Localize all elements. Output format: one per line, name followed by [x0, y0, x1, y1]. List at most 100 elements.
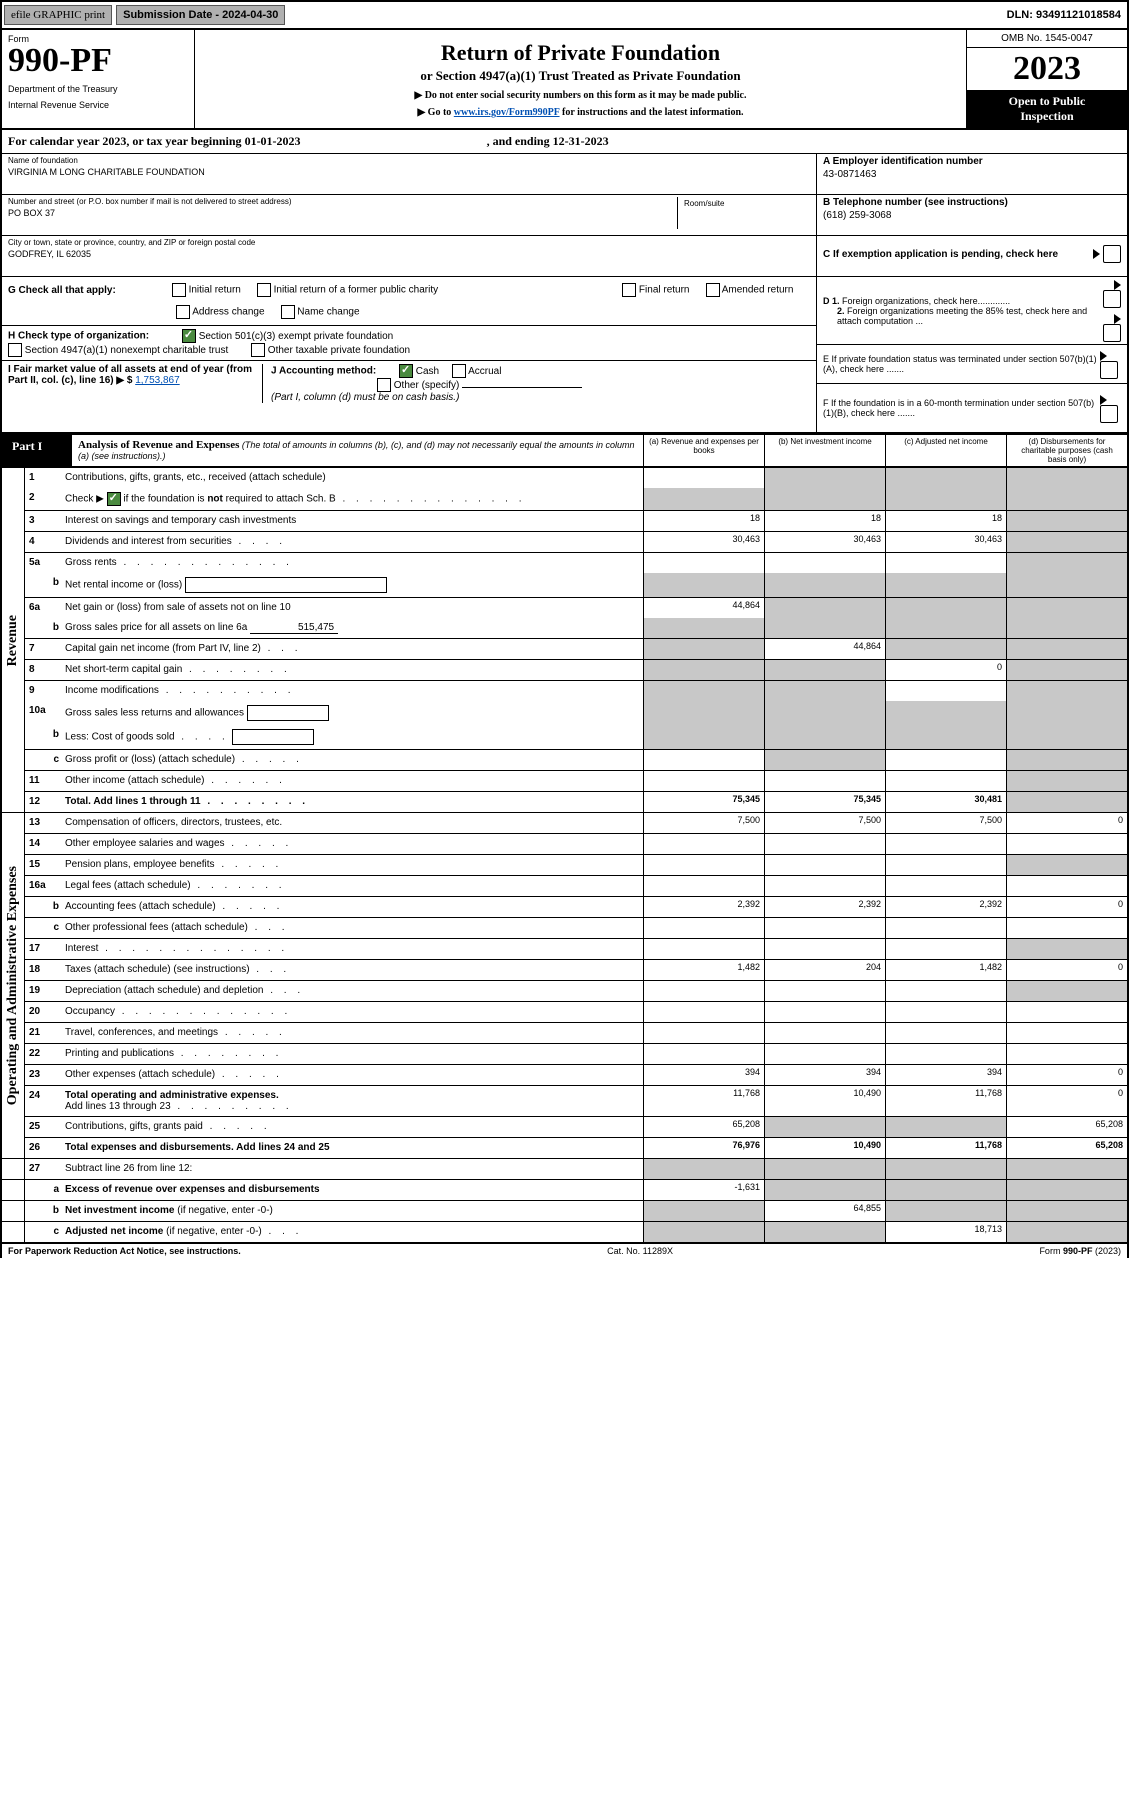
footer-right: Form 990-PF (2023) — [1039, 1246, 1121, 1256]
g-initial-former-checkbox[interactable] — [257, 283, 271, 297]
form-container: efile GRAPHIC print Submission Date - 20… — [0, 0, 1129, 1258]
row-25: 25Contributions, gifts, grants paid . . … — [25, 1116, 1127, 1137]
row-23: 23Other expenses (attach schedule) . . .… — [25, 1064, 1127, 1085]
row-27c: cAdjusted net income (if negative, enter… — [2, 1221, 1127, 1242]
top-bar: efile GRAPHIC print Submission Date - 20… — [0, 0, 1129, 30]
h-other-checkbox[interactable] — [251, 343, 265, 357]
row-4: 4Dividends and interest from securities … — [25, 531, 1127, 552]
c-label: C If exemption application is pending, c… — [823, 249, 1058, 260]
cal-text-a: For calendar year 2023, or tax year begi… — [8, 134, 245, 148]
row-16b: bAccounting fees (attach schedule) . . .… — [25, 896, 1127, 917]
row-20: 20Occupancy . . . . . . . . . . . . . — [25, 1001, 1127, 1022]
row-16c: cOther professional fees (attach schedul… — [25, 917, 1127, 938]
entity-block: Name of foundation VIRGINIA M LONG CHARI… — [0, 154, 1129, 277]
h-501c3-label: Section 501(c)(3) exempt private foundat… — [199, 331, 394, 342]
h-4947-checkbox[interactable] — [8, 343, 22, 357]
d1-label: Foreign organizations, check here.......… — [842, 296, 1010, 306]
part1-header: Part I Analysis of Revenue and Expenses … — [0, 433, 1129, 468]
phone-label: B Telephone number (see instructions) — [823, 197, 1121, 208]
city-label: City or town, state or province, country… — [8, 238, 810, 247]
col-c-header: (c) Adjusted net income — [885, 435, 1006, 466]
d2-label: Foreign organizations meeting the 85% te… — [837, 306, 1087, 326]
row-18: 18Taxes (attach schedule) (see instructi… — [25, 959, 1127, 980]
schb-checkbox[interactable] — [107, 492, 121, 506]
triangle-icon — [1114, 314, 1121, 324]
triangle-icon — [1100, 351, 1107, 361]
g-initial-former-label: Initial return of a former public charit… — [274, 285, 439, 296]
c-checkbox[interactable] — [1103, 245, 1121, 263]
e-checkbox[interactable] — [1100, 361, 1118, 379]
row-1: 1Contributions, gifts, grants, etc., rec… — [25, 468, 1127, 488]
cal-text-b: , and ending — [487, 134, 553, 148]
footer-center: Cat. No. 11289X — [607, 1246, 673, 1256]
row-7: 7Capital gain net income (from Part IV, … — [25, 638, 1127, 659]
triangle-icon — [1100, 395, 1107, 405]
inspection-notice: Open to Public Inspection — [967, 90, 1127, 128]
i-value[interactable]: 1,753,867 — [135, 375, 180, 386]
part1-table: Revenue 1Contributions, gifts, grants, e… — [0, 468, 1129, 1244]
h-501c3-checkbox[interactable] — [182, 329, 196, 343]
g-amended-checkbox[interactable] — [706, 283, 720, 297]
g-address-checkbox[interactable] — [176, 305, 190, 319]
j-cash-checkbox[interactable] — [399, 364, 413, 378]
h-4947-label: Section 4947(a)(1) nonexempt charitable … — [25, 345, 228, 356]
tax-year: 2023 — [967, 48, 1127, 90]
efile-print-button[interactable]: efile GRAPHIC print — [4, 5, 112, 25]
j-accrual-checkbox[interactable] — [452, 364, 466, 378]
row-22: 22Printing and publications . . . . . . … — [25, 1043, 1127, 1064]
row-9: 9Income modifications . . . . . . . . . … — [25, 680, 1127, 701]
instruction-1: ▶ Do not enter social security numbers o… — [201, 90, 960, 101]
row-11: 11Other income (attach schedule) . . . .… — [25, 770, 1127, 791]
row-26: 26Total expenses and disbursements. Add … — [25, 1137, 1127, 1158]
dept-treasury: Department of the Treasury — [8, 84, 188, 94]
triangle-icon — [1114, 280, 1121, 290]
col-d-header: (d) Disbursements for charitable purpose… — [1006, 435, 1127, 466]
g-final-checkbox[interactable] — [622, 283, 636, 297]
row-27a: aExcess of revenue over expenses and dis… — [2, 1179, 1127, 1200]
d2-checkbox[interactable] — [1103, 324, 1121, 342]
year-end: 12-31-2023 — [553, 134, 609, 148]
row-15: 15Pension plans, employee benefits . . .… — [25, 854, 1127, 875]
d1-checkbox[interactable] — [1103, 290, 1121, 308]
g-initial-label: Initial return — [189, 285, 241, 296]
dln-number: DLN: 93491121018584 — [1007, 9, 1127, 21]
form-link[interactable]: www.irs.gov/Form990PF — [454, 107, 560, 118]
city-state-zip: GODFREY, IL 62035 — [8, 249, 810, 259]
ein-value: 43-0871463 — [823, 169, 1121, 180]
opex-side-label: Operating and Administrative Expenses — [2, 813, 25, 1158]
row-5b: bNet rental income or (loss) — [25, 573, 1127, 597]
form-header: Form 990-PF Department of the Treasury I… — [0, 30, 1129, 130]
room-label: Room/suite — [684, 199, 804, 208]
row-3: 3Interest on savings and temporary cash … — [25, 510, 1127, 531]
row-6a: 6aNet gain or (loss) from sale of assets… — [25, 597, 1127, 618]
f-label: F If the foundation is in a 60-month ter… — [823, 398, 1100, 418]
g-final-label: Final return — [639, 285, 690, 296]
row-14: 14Other employee salaries and wages . . … — [25, 833, 1127, 854]
part1-label: Part I — [2, 435, 72, 466]
foundation-name: VIRGINIA M LONG CHARITABLE FOUNDATION — [8, 167, 810, 177]
g-initial-checkbox[interactable] — [172, 283, 186, 297]
name-label: Name of foundation — [8, 156, 810, 165]
year-begin: 01-01-2023 — [245, 134, 301, 148]
j-other-label: Other (specify) — [394, 380, 460, 391]
i-label: I Fair market value of all assets at end… — [8, 364, 252, 386]
g-amended-label: Amended return — [722, 285, 794, 296]
g-address-label: Address change — [192, 307, 264, 318]
j-other-checkbox[interactable] — [377, 378, 391, 392]
inspection-text: Inspection — [971, 109, 1123, 124]
calendar-year-row: For calendar year 2023, or tax year begi… — [0, 130, 1129, 154]
g-name-checkbox[interactable] — [281, 305, 295, 319]
col-a-header: (a) Revenue and expenses per books — [643, 435, 764, 466]
f-checkbox[interactable] — [1100, 405, 1118, 423]
row-16a: 16aLegal fees (attach schedule) . . . . … — [25, 875, 1127, 896]
j-note: (Part I, column (d) must be on cash basi… — [271, 392, 459, 403]
submission-date: Submission Date - 2024-04-30 — [116, 5, 285, 25]
g-label: G Check all that apply: — [8, 285, 116, 296]
row-17: 17Interest . . . . . . . . . . . . . . — [25, 938, 1127, 959]
row-13: 13Compensation of officers, directors, t… — [25, 813, 1127, 833]
street-address: PO BOX 37 — [8, 208, 677, 218]
open-public: Open to Public — [971, 94, 1123, 109]
row-27: 27Subtract line 26 from line 12: — [2, 1159, 1127, 1179]
g-name-label: Name change — [297, 307, 359, 318]
j-accrual-label: Accrual — [468, 366, 501, 377]
